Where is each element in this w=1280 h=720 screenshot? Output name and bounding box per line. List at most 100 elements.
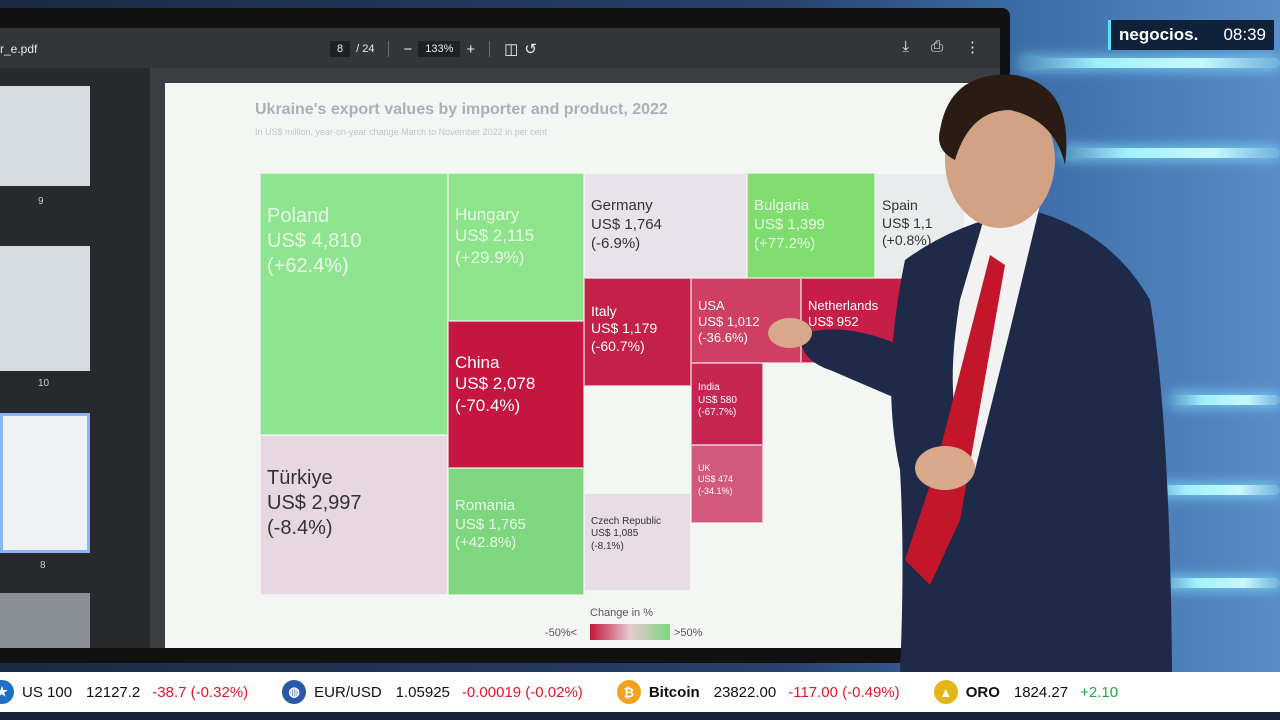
legend-low-label: -50%< bbox=[545, 627, 578, 639]
treemap-value-label: US$ 2,078 bbox=[455, 374, 536, 394]
ticker-bottom-bar bbox=[0, 712, 1280, 720]
treemap-change-label: (-57.2%) bbox=[808, 330, 858, 346]
treemap-change-label: (-67.7%) bbox=[698, 407, 737, 419]
treemap-change-label: (+62.4%) bbox=[267, 255, 349, 277]
toolbar-actions: ⤓ ⎙ ⋮ bbox=[902, 38, 980, 56]
treemap-change-label: (-60.7%) bbox=[591, 337, 645, 354]
pdf-page: Ukraine's export values by importer and … bbox=[165, 83, 1000, 648]
more-options-icon[interactable]: ⋮ bbox=[965, 39, 980, 56]
ticker-name: Bitcoin bbox=[648, 683, 700, 701]
gold-icon: ▲ bbox=[933, 680, 958, 704]
zoom-out-icon[interactable]: − bbox=[403, 40, 413, 58]
file-name: r_e.pdf bbox=[0, 42, 38, 56]
treemap-change-label: (+29.9%) bbox=[455, 247, 525, 267]
globe-icon: ◍ bbox=[282, 680, 307, 704]
treemap-name-label: Spain bbox=[882, 197, 918, 214]
toolbar-divider bbox=[388, 41, 390, 57]
treemap-value-label: US$ 580 bbox=[698, 394, 737, 406]
page-thumbnail[interactable] bbox=[0, 246, 90, 371]
legend-title: Change in % bbox=[590, 607, 653, 619]
bitcoin-icon: ₿ bbox=[616, 680, 641, 704]
treemap-value-label: US$ 1,179 bbox=[591, 320, 658, 337]
monitor: r_e.pdf 8 / 24 − 133% + ◫ ↺ ⤓ ⎙ ⋮ 9 1 bbox=[0, 8, 1010, 663]
treemap-change-label: (-6.9%) bbox=[591, 234, 641, 252]
ticker-item: ★ US 100 12127.2 -38.7 (-0.32%) bbox=[0, 680, 248, 704]
treemap-tile: India US$ 580 (-67.7%) bbox=[691, 363, 763, 445]
page-thumbnail-selected[interactable] bbox=[0, 413, 90, 553]
total-pages: / 24 bbox=[356, 43, 375, 55]
treemap-name-label: Bulgaria bbox=[754, 197, 810, 215]
treemap-tile: Poland US$ 4,810 (+62.4%) bbox=[260, 173, 448, 435]
treemap-value-label: US$ 1,012 bbox=[698, 313, 760, 329]
ticker-name: US 100 bbox=[22, 683, 73, 701]
treemap-tile: Bulgaria US$ 1,399 (+77.2%) bbox=[747, 173, 875, 278]
treemap-tile: UK US$ 474 (-34.1%) bbox=[691, 445, 763, 523]
treemap-tile: Germany US$ 1,764 (-6.9%) bbox=[584, 173, 747, 278]
light-bar bbox=[1060, 148, 1280, 158]
ticker-item: ▲ ORO 1824.27 +2.10 bbox=[933, 680, 1118, 704]
treemap-tile: Hungary US$ 2,115 (+29.9%) bbox=[448, 173, 584, 321]
chart-title: Ukraine's export values by importer and … bbox=[255, 101, 668, 118]
ticker-value: 1.05925 bbox=[395, 683, 450, 701]
ticker-name: ORO bbox=[965, 683, 1000, 701]
page-thumbnail[interactable] bbox=[0, 86, 90, 186]
light-bar bbox=[1020, 58, 1280, 68]
ticker-change: -117.00 (-0.49%) bbox=[788, 683, 900, 701]
zoom-in-icon[interactable]: + bbox=[466, 40, 476, 58]
treemap-change-label: (-8.4%) bbox=[267, 517, 333, 539]
channel-logo: negocios. 08:39 bbox=[1108, 20, 1274, 50]
ticker-change: -38.7 (-0.32%) bbox=[152, 683, 249, 701]
thumbnail-number: 9 bbox=[38, 196, 44, 207]
treemap-name-label: Hungary bbox=[455, 205, 520, 224]
treemap-value-label: US$ 1,399 bbox=[754, 215, 825, 233]
page-navigation: 8 / 24 − 133% + ◫ ↺ bbox=[330, 40, 537, 58]
light-bar bbox=[1170, 395, 1280, 405]
treemap-value-label: US$ 4,810 bbox=[267, 230, 362, 252]
treemap-change-label: (+42.8%) bbox=[455, 534, 517, 552]
treemap-value-label: US$ 2,115 bbox=[455, 226, 535, 246]
market-ticker: ★ US 100 12127.2 -38.7 (-0.32%) ◍ EUR/US… bbox=[0, 672, 1280, 712]
treemap-tile: Spain US$ 1,1 (+0.8%) bbox=[875, 173, 965, 278]
rotate-icon[interactable]: ↺ bbox=[524, 41, 537, 58]
pdf-toolbar: r_e.pdf 8 / 24 − 133% + ◫ ↺ ⤓ ⎙ ⋮ bbox=[0, 28, 1000, 68]
legend-color-scale bbox=[590, 624, 670, 640]
treemap-value-label: US$ 474 bbox=[698, 474, 734, 485]
zoom-level[interactable]: 133% bbox=[418, 41, 461, 57]
print-icon[interactable]: ⎙ bbox=[930, 38, 943, 55]
treemap-tile: USA US$ 1,012 (-36.6%) bbox=[691, 278, 801, 363]
treemap-change-label: (+0.8%) bbox=[882, 232, 932, 249]
ticker-item: ◍ EUR/USD 1.05925 -0.00019 (-0.02%) bbox=[282, 680, 583, 704]
page-thumbnail[interactable] bbox=[0, 593, 90, 648]
chart-subtitle: In US$ million, year-on-year change Marc… bbox=[255, 127, 548, 137]
treemap-change-label: (+77.2%) bbox=[754, 234, 816, 252]
ticker-change: -0.00019 (-0.02%) bbox=[461, 683, 583, 701]
treemap-name-label: Germany bbox=[591, 197, 653, 215]
toolbar-divider bbox=[489, 41, 491, 57]
treemap-name-label: UK bbox=[698, 463, 711, 474]
treemap-name-label: China bbox=[455, 353, 500, 372]
treemap-tile: Czech Republic US$ 1,085 (-8.1%) bbox=[584, 493, 691, 591]
treemap-tile: Romania US$ 1,765 (+42.8%) bbox=[448, 468, 584, 595]
treemap-change-label: (-8.1%) bbox=[591, 540, 624, 552]
light-bar bbox=[1160, 578, 1280, 588]
thumbnail-number: 10 bbox=[38, 378, 50, 389]
treemap-name-label: Czech Republic bbox=[591, 515, 662, 527]
ticker-value: 12127.2 bbox=[86, 683, 141, 701]
treemap-value-label: US$ 1,1 bbox=[882, 214, 933, 231]
treemap-change-label: (-34.1%) bbox=[698, 485, 733, 496]
ticker-value: 1824.27 bbox=[1013, 683, 1069, 701]
treemap-value-label: US$ 1,085 bbox=[591, 528, 639, 540]
fit-page-icon[interactable]: ◫ bbox=[504, 41, 519, 58]
clock: 08:39 bbox=[1223, 25, 1266, 44]
treemap-value-label: US$ 2,997 bbox=[267, 492, 362, 514]
treemap-change-label: (-70.4%) bbox=[455, 395, 521, 415]
page-number-input[interactable]: 8 bbox=[330, 41, 351, 57]
treemap-name-label: Romania bbox=[455, 496, 516, 514]
download-icon[interactable]: ⤓ bbox=[902, 38, 909, 55]
treemap-name-label: Italy bbox=[591, 302, 617, 319]
legend-high-label: >50% bbox=[674, 627, 703, 639]
treemap-change-label: (-36.6%) bbox=[698, 330, 748, 346]
thumbnail-number: 8 bbox=[40, 560, 46, 571]
ticker-value: 23822.00 bbox=[713, 683, 777, 701]
treemap-value-label: US$ 1,765 bbox=[455, 515, 526, 533]
